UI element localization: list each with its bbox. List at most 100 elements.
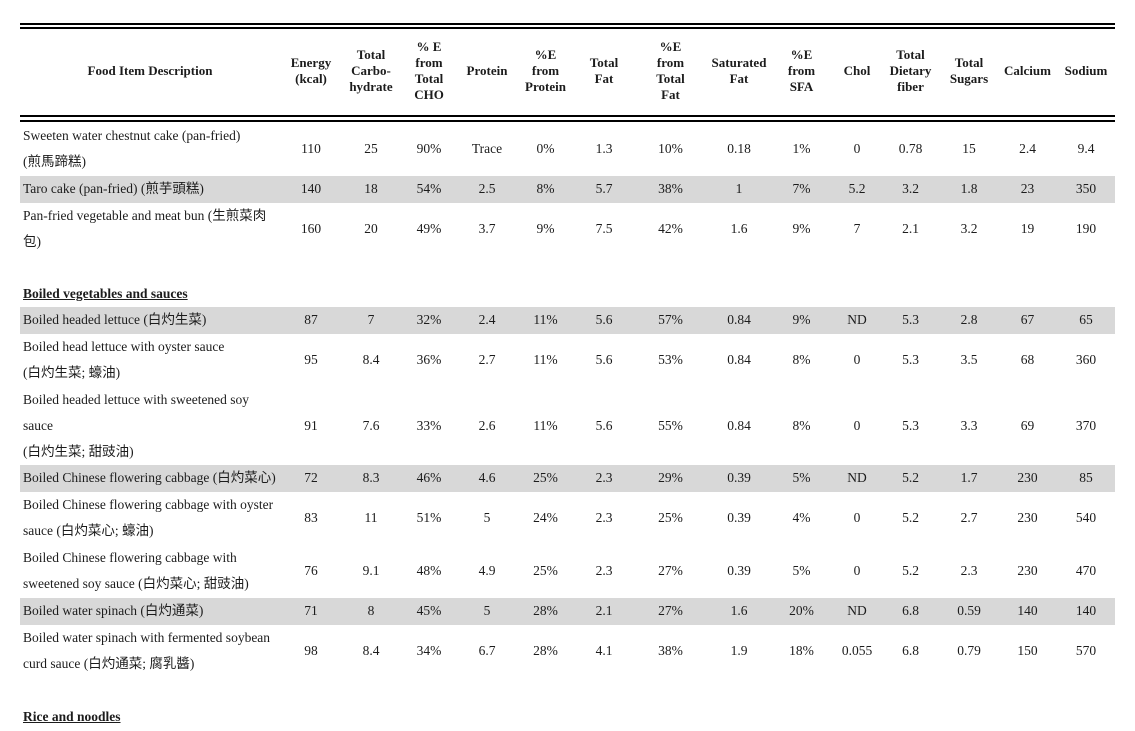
value-cell: 8% xyxy=(516,175,575,203)
value-cell: 54% xyxy=(400,175,458,203)
value-cell: 5% xyxy=(770,464,833,492)
value-cell: 25% xyxy=(516,464,575,492)
value-cell: 110 xyxy=(301,140,321,156)
table-body: Sweeten water chestnut cake (pan-fried) … xyxy=(20,119,1115,731)
table-row: Boiled Chinese flowering cabbage with oy… xyxy=(20,492,1115,545)
column-header: %E from Total Fat xyxy=(633,23,708,122)
value-cell: 140 xyxy=(998,597,1057,625)
value-cell: ND xyxy=(833,597,881,625)
value-cell: 2.1 xyxy=(575,597,633,625)
value-cell: 85 xyxy=(1057,464,1115,492)
value-cell: 4% xyxy=(792,510,811,525)
value-cell: 11% xyxy=(516,306,575,334)
value-cell: 360 xyxy=(1075,352,1097,367)
value-cell: 8.4 xyxy=(362,352,380,367)
value-cell: 6.8 xyxy=(902,643,919,658)
value-cell: 1.8 xyxy=(940,175,998,203)
value-cell: 5.3 xyxy=(881,306,940,334)
value-cell: 5.2 xyxy=(833,175,881,203)
value-cell: 19 xyxy=(1020,220,1035,236)
food-item-name: Boiled water spinach with fermented soyb… xyxy=(23,630,271,671)
value-cell: 4.9 xyxy=(478,563,496,578)
value-cell: 7 xyxy=(853,220,861,236)
value-cell: 65 xyxy=(1057,306,1115,334)
value-cell: 68 xyxy=(1020,352,1035,367)
value-cell: 190 xyxy=(1075,220,1097,236)
table-row: Boiled Chinese flowering cabbage (白灼菜心) 7… xyxy=(20,464,1115,492)
value-cell: 5 xyxy=(483,510,491,525)
column-header: Sodium xyxy=(1057,23,1115,122)
value-cell: 5.7 xyxy=(575,175,633,203)
table-row: Boiled head lettuce with oyster sauce (白… xyxy=(20,334,1115,387)
value-cell: 25% xyxy=(658,510,683,525)
spacer-cell xyxy=(20,678,1115,704)
value-cell: 150 xyxy=(1017,643,1038,658)
value-cell: 8% xyxy=(792,417,811,433)
value-cell: 29% xyxy=(633,464,708,492)
table-row: Boiled Chinese flowering cabbage with sw… xyxy=(20,545,1115,598)
value-cell: 2.6 xyxy=(478,417,496,433)
column-header: % E from Total CHO xyxy=(400,23,458,122)
value-cell: 0.39 xyxy=(727,563,751,578)
value-cell: 38% xyxy=(633,175,708,203)
value-cell: 53% xyxy=(658,352,683,367)
value-cell: 6.7 xyxy=(478,643,496,658)
value-cell: 9.4 xyxy=(1077,140,1095,156)
column-header: Chol xyxy=(833,23,881,122)
value-cell: 5 xyxy=(458,597,516,625)
food-item-name: Boiled head lettuce with oyster sauce (白… xyxy=(23,339,225,380)
value-cell: 2.5 xyxy=(458,175,516,203)
value-cell: 1.7 xyxy=(940,464,998,492)
value-cell: 160 xyxy=(300,220,322,236)
column-header: Calcium xyxy=(998,23,1057,122)
value-cell: 27% xyxy=(633,597,708,625)
value-cell: 7% xyxy=(770,175,833,203)
value-cell: 8 xyxy=(342,597,400,625)
column-header: Energy (kcal) xyxy=(280,23,342,122)
table-row: Sweeten water chestnut cake (pan-fried) … xyxy=(20,119,1115,176)
value-cell: 49% xyxy=(416,220,442,236)
value-cell: 8.4 xyxy=(362,643,380,658)
value-cell: 5.2 xyxy=(902,563,919,578)
value-cell: 0 xyxy=(853,352,861,367)
spacer-row xyxy=(20,255,1115,281)
value-cell: 3.3 xyxy=(960,417,978,433)
value-cell: 48% xyxy=(416,563,442,578)
value-cell: 2.3 xyxy=(575,464,633,492)
value-cell: 3.7 xyxy=(478,220,496,236)
column-header: Total Carbo- hydrate xyxy=(342,23,400,122)
column-header-description: Food Item Description xyxy=(20,23,280,122)
table-row: Boiled headed lettuce (白灼生菜) 87 7 32% 2.4 11%… xyxy=(20,306,1115,334)
value-cell: 7.5 xyxy=(595,220,613,236)
food-item-name: Boiled Chinese flowering cabbage with oy… xyxy=(23,497,274,538)
value-cell: 350 xyxy=(1057,175,1115,203)
value-cell: 18 xyxy=(342,175,400,203)
value-cell: 32% xyxy=(400,306,458,334)
value-cell: 0.39 xyxy=(727,510,751,525)
value-cell: 20% xyxy=(770,597,833,625)
value-cell: Trace xyxy=(471,140,503,156)
value-cell: 5.6 xyxy=(595,417,613,433)
spacer-row xyxy=(20,678,1115,704)
value-cell: 140 xyxy=(280,175,342,203)
value-cell: 8.3 xyxy=(342,464,400,492)
value-cell: 0 xyxy=(853,417,861,433)
value-cell: 1.6 xyxy=(730,220,748,236)
value-cell: 8% xyxy=(792,352,811,367)
section-heading-row: Rice and noodles xyxy=(20,704,1115,730)
food-item-name: Boiled headed lettuce with sweetened soy… xyxy=(23,391,250,459)
value-cell: 2.8 xyxy=(940,306,998,334)
value-cell: 230 xyxy=(998,464,1057,492)
food-item-name: Sweeten water chestnut cake (pan-fried) … xyxy=(23,127,241,169)
value-cell: 370 xyxy=(1075,417,1097,433)
value-cell: 5.2 xyxy=(881,464,940,492)
value-cell: 540 xyxy=(1075,510,1097,525)
value-cell: 25 xyxy=(364,140,378,156)
value-cell: 28% xyxy=(533,643,558,658)
value-cell: 7 xyxy=(342,306,400,334)
value-cell: 0 xyxy=(853,563,861,578)
value-cell: 20 xyxy=(364,220,378,236)
value-cell: 24% xyxy=(533,510,558,525)
value-cell: 2.7 xyxy=(478,352,496,367)
table-row: Boiled headed lettuce with sweetened soy… xyxy=(20,387,1115,465)
